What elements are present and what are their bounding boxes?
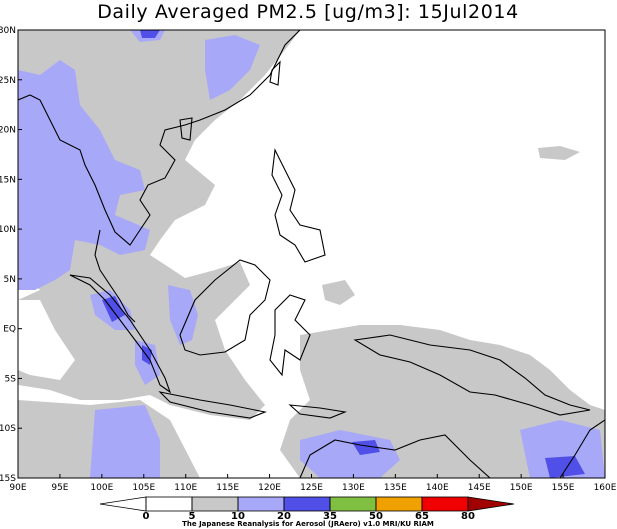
credit: The Japanese Reanalysis for Aerosol (JRA…	[182, 520, 434, 528]
lon-label: 90E	[9, 483, 26, 493]
colorbar-segment	[375, 496, 423, 512]
lat-label: 5S	[5, 374, 17, 384]
colorbar-segment	[237, 496, 285, 512]
concentration-field	[18, 30, 605, 478]
colorbar-label: 0	[143, 511, 150, 522]
colorbar-label: 50	[369, 511, 383, 522]
colorbar-segment	[421, 496, 469, 512]
under-arrow	[99, 496, 147, 512]
colorbar-label: 10	[231, 511, 245, 522]
lat-label: 10S	[0, 424, 16, 434]
lon-label: 140E	[426, 483, 449, 493]
lon-label: 135E	[384, 483, 407, 493]
colorbar-segment	[145, 496, 193, 512]
lat-label: 5N	[4, 275, 16, 285]
colorbar-label: 35	[323, 511, 337, 522]
lat-label: 20N	[0, 126, 16, 136]
lat-label: 15N	[0, 175, 16, 185]
lat-label: 30N	[0, 26, 16, 36]
colorbar-label: 20	[277, 511, 291, 522]
lat-label: 10N	[0, 225, 16, 235]
lat-label: 15S	[0, 474, 16, 484]
colorbar-label: 5	[189, 511, 196, 522]
lon-label: 130E	[342, 483, 365, 493]
over-arrow	[467, 496, 515, 512]
lon-label: 155E	[552, 483, 575, 493]
lon-label: 145E	[468, 483, 491, 493]
lon-label: 115E	[216, 483, 239, 493]
lon-label: 120E	[258, 483, 281, 493]
colorbar-label: 80	[461, 511, 475, 522]
lon-label: 160E	[594, 483, 617, 493]
colorbar-label: 65	[415, 511, 429, 522]
lat-label: 25N	[0, 76, 16, 86]
lat-label: EQ	[3, 325, 16, 335]
colorbar: 0 5 10 20 35 50 65 80	[99, 496, 515, 522]
colorbar-segment	[191, 496, 239, 512]
lon-label: 105E	[132, 483, 155, 493]
lon-label: 110E	[174, 483, 197, 493]
lon-label: 125E	[300, 483, 323, 493]
title: Daily Averaged PM2.5 [ug/m3]: 15Jul2014	[97, 1, 519, 23]
lon-label: 95E	[51, 483, 68, 493]
coastlines	[18, 30, 605, 478]
colorbar-segment	[283, 496, 331, 512]
lon-label: 100E	[90, 483, 113, 493]
colorbar-segment	[329, 496, 377, 512]
lon-label: 150E	[510, 483, 533, 493]
